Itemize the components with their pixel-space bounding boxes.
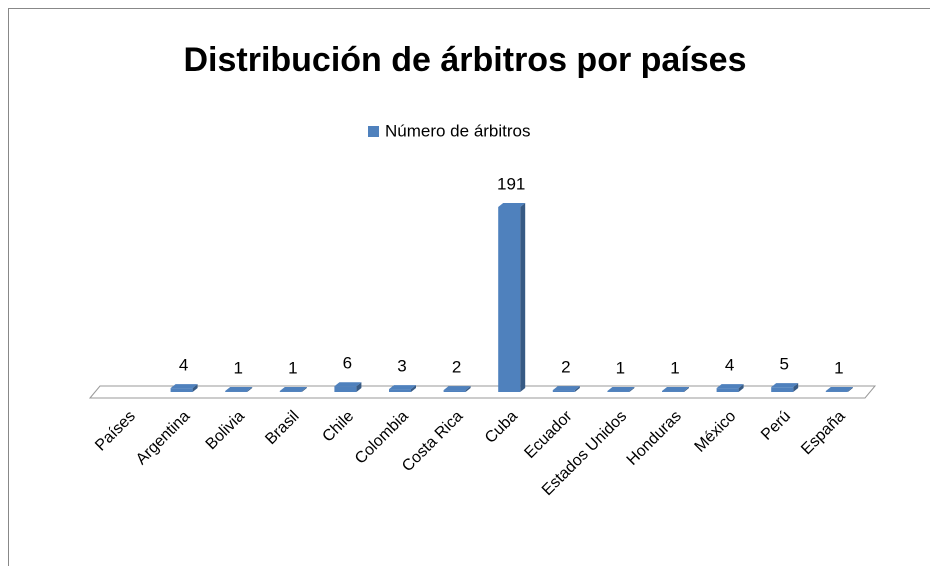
bar-side	[629, 387, 635, 392]
bar-top	[771, 383, 799, 388]
legend-swatch	[368, 126, 379, 137]
bar-side	[465, 386, 471, 392]
bar-side	[247, 387, 253, 392]
bar	[170, 384, 198, 392]
bar-side	[793, 383, 799, 392]
bar-front	[389, 389, 411, 392]
value-label: 2	[561, 358, 570, 377]
value-label: 1	[834, 359, 843, 378]
floor	[88, 385, 877, 399]
value-label: 1	[288, 359, 297, 378]
bar-top	[607, 387, 635, 392]
bar	[771, 383, 799, 392]
bar-side	[684, 387, 689, 392]
value-label: 4	[179, 356, 188, 375]
bar-front	[443, 390, 466, 392]
bar	[389, 385, 416, 392]
value-label: 4	[725, 356, 734, 375]
bar-front	[825, 391, 848, 392]
value-label: 1	[233, 359, 242, 378]
bar-top	[225, 387, 253, 392]
bar	[443, 386, 471, 392]
bar-top	[170, 384, 198, 389]
bar-top	[662, 387, 689, 392]
bar-top	[443, 386, 471, 391]
bar-top	[498, 203, 526, 207]
value-label: 1	[670, 359, 679, 378]
bar-front	[771, 387, 794, 392]
bar-side	[738, 384, 744, 392]
bar-front	[552, 390, 575, 392]
bar	[552, 386, 580, 392]
chart-title: Distribución de árbitros por países	[183, 41, 746, 79]
bar-front	[662, 391, 684, 392]
bar-top	[334, 382, 362, 387]
bar-front	[498, 207, 521, 392]
value-label: 6	[343, 354, 352, 373]
bar-top	[716, 384, 744, 389]
bar-front	[225, 391, 248, 392]
bar	[825, 387, 853, 392]
bar-front	[170, 388, 193, 392]
bar-side	[520, 203, 526, 392]
bar	[498, 203, 526, 392]
value-label: 3	[397, 357, 406, 376]
bar	[607, 387, 635, 392]
bar-front	[607, 391, 630, 392]
bar-top	[552, 386, 580, 391]
value-label: 191	[497, 174, 525, 193]
chart-border	[8, 8, 930, 566]
bar	[279, 387, 307, 392]
value-label: 1	[616, 359, 625, 378]
bar	[716, 384, 744, 392]
bar-front	[716, 388, 739, 392]
bar	[334, 382, 362, 392]
bar-front	[279, 391, 302, 392]
value-label: 2	[452, 358, 461, 377]
bar	[225, 387, 253, 392]
bar-top	[825, 387, 853, 392]
bar	[662, 387, 689, 392]
bar-side	[192, 384, 198, 392]
bar-side	[356, 382, 362, 392]
bar-side	[574, 386, 580, 392]
bar-front	[334, 386, 357, 392]
legend-label: Número de árbitros	[385, 121, 531, 140]
bar-side	[847, 387, 853, 392]
bar-top	[279, 387, 307, 392]
bar-side	[301, 387, 307, 392]
bar-top	[389, 385, 416, 390]
value-label: 5	[779, 355, 788, 374]
bar-side	[411, 385, 416, 392]
